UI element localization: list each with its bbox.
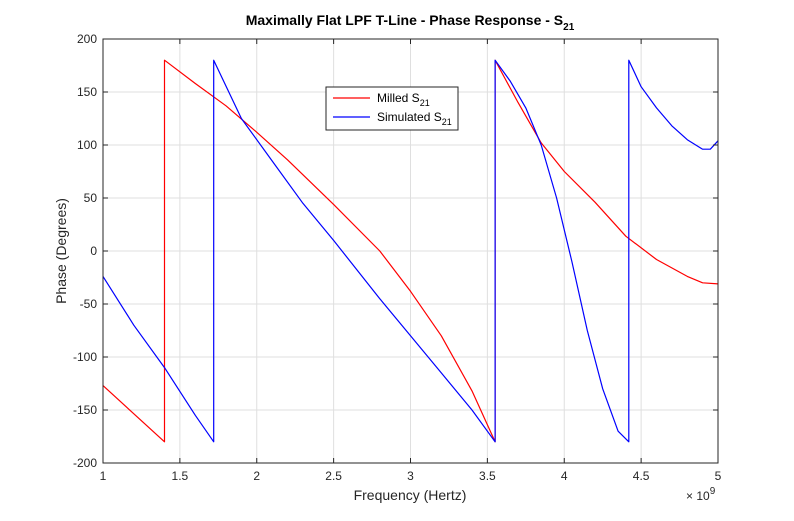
- y-tick-label: 100: [77, 138, 97, 152]
- y-tick-label: 50: [84, 191, 98, 205]
- y-tick-label: -100: [73, 350, 97, 364]
- x-tick-label: 4: [561, 469, 568, 483]
- x-tick-label: 2.5: [325, 469, 342, 483]
- series-line-milled: [102, 59, 719, 443]
- x-tick-label: 3.5: [479, 469, 496, 483]
- x-tick-label: 5: [715, 469, 722, 483]
- y-tick-label: 150: [77, 85, 97, 99]
- legend-label-simulated: Simulated S21: [377, 110, 452, 127]
- legend-box: [325, 86, 459, 131]
- y-tick-label: 0: [90, 244, 97, 258]
- chart-title: Maximally Flat LPF T-Line - Phase Respon…: [246, 12, 575, 33]
- series-group: [102, 59, 719, 443]
- x-tick-label: 3: [407, 469, 414, 483]
- x-axis-label: Frequency (Hertz): [354, 487, 467, 503]
- x-exponent-power: 9: [710, 486, 716, 497]
- chart-title-subscript: 21: [563, 22, 575, 33]
- x-tick-label: 1.5: [172, 469, 189, 483]
- y-tick-label: -150: [73, 403, 97, 417]
- legend: Milled S21 Simulated S21: [325, 86, 459, 131]
- series-line-simulated: [102, 59, 719, 443]
- legend-label-milled: Milled S21: [377, 91, 430, 108]
- y-tick-label: -200: [73, 456, 97, 470]
- y-axis-label: Phase (Degrees): [53, 198, 69, 304]
- x-tick-label: 4.5: [633, 469, 650, 483]
- x-tick-label: 1: [100, 469, 107, 483]
- x-exponent-label: × 109: [686, 486, 716, 503]
- y-tick-label: -50: [80, 297, 98, 311]
- x-tick-label: 2: [253, 469, 260, 483]
- y-tick-label: 200: [77, 32, 97, 46]
- ticks: 1 1.5 2 2.5 3 3.5 4 4.5 5 -200 -150 -100 -50 0 50 100 15…: [73, 32, 722, 483]
